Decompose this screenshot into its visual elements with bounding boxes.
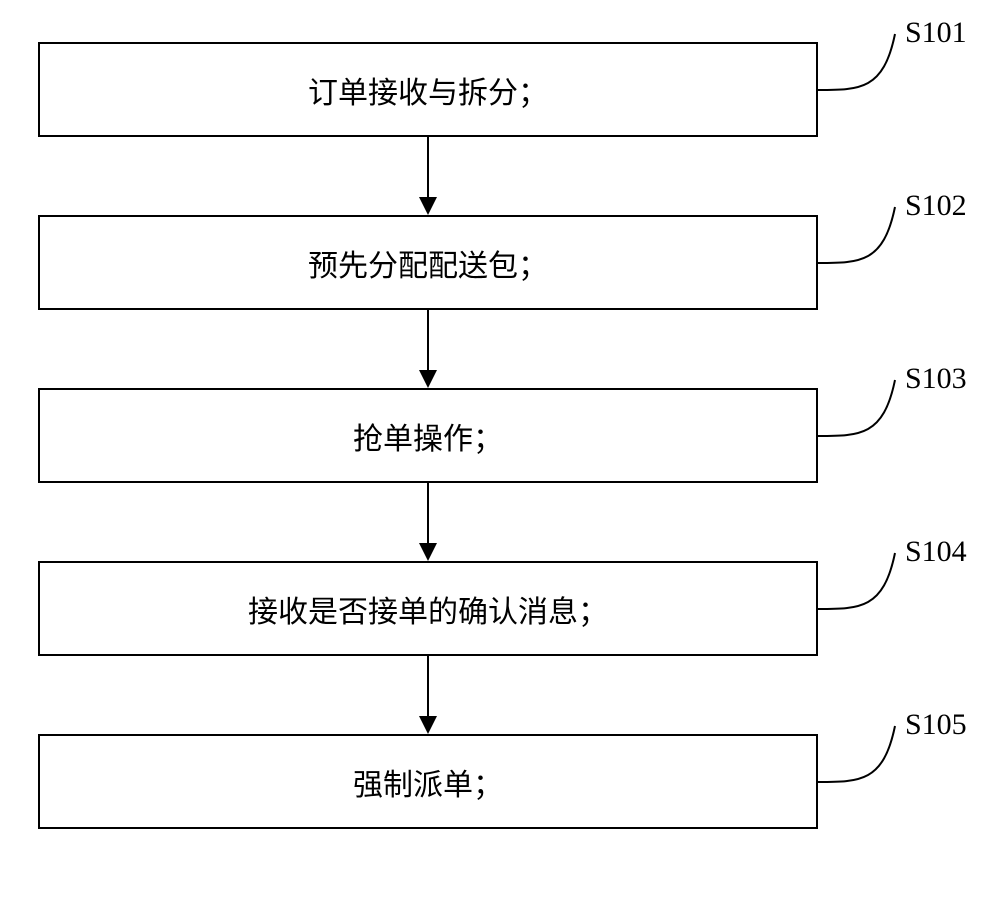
flow-arrow-head-icon bbox=[419, 716, 437, 734]
flow-arrow-head-icon bbox=[419, 543, 437, 561]
flow-arrow-line bbox=[427, 137, 429, 197]
connector-curve bbox=[816, 378, 897, 438]
flow-step-box: 抢单操作； bbox=[38, 388, 818, 483]
flow-step-box: 订单接收与拆分； bbox=[38, 42, 818, 137]
connector-curve bbox=[816, 205, 897, 265]
flow-arrow-line bbox=[427, 483, 429, 543]
flow-step-text: 抢单操作； bbox=[353, 414, 503, 458]
flow-step-label: S103 bbox=[905, 362, 967, 396]
flow-step-label: S102 bbox=[905, 189, 967, 223]
flow-step-box: 强制派单； bbox=[38, 734, 818, 829]
flow-arrow-head-icon bbox=[419, 370, 437, 388]
flow-step-label: S105 bbox=[905, 708, 967, 742]
connector-curve bbox=[816, 32, 897, 92]
flow-step-label: S104 bbox=[905, 535, 967, 569]
flow-arrow-line bbox=[427, 310, 429, 370]
flow-step-text: 订单接收与拆分； bbox=[308, 68, 548, 112]
connector-curve bbox=[816, 551, 897, 611]
flow-step-text: 接收是否接单的确认消息； bbox=[248, 587, 608, 631]
flow-step-text: 预先分配配送包； bbox=[308, 241, 548, 285]
flow-step-text: 强制派单； bbox=[353, 760, 503, 804]
flow-arrow-head-icon bbox=[419, 197, 437, 215]
flow-step-label: S101 bbox=[905, 16, 967, 50]
flow-step-box: 接收是否接单的确认消息； bbox=[38, 561, 818, 656]
flow-step-box: 预先分配配送包； bbox=[38, 215, 818, 310]
flow-arrow-line bbox=[427, 656, 429, 716]
connector-curve bbox=[816, 724, 897, 784]
